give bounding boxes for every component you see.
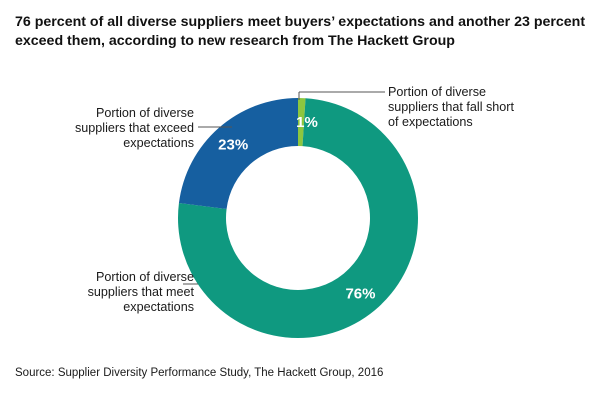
value-label-fall_short: 1% (296, 114, 318, 131)
slice-meet (178, 98, 419, 339)
value-label-exceed: 23% (218, 136, 248, 153)
callout-exceed-line: expectations (123, 136, 194, 150)
callout-meet-line: suppliers that meet (87, 285, 194, 299)
callout-meet-line: expectations (123, 300, 194, 314)
callout-leader-lines (183, 91, 385, 285)
source-note: Source: Supplier Diversity Performance S… (15, 367, 384, 379)
callout-meet: Portion of diverse suppliers that meet e… (46, 270, 194, 315)
value-label-meet: 76% (345, 286, 375, 303)
callout-meet-line: Portion of diverse (95, 270, 194, 284)
slice-fall_short (298, 98, 306, 147)
chart-title: 76 percent of all diverse suppliers meet… (15, 13, 590, 51)
callout-exceed-line: Portion of diverse (95, 106, 194, 120)
chart-title-line-1: 76 percent of all diverse suppliers meet… (15, 14, 586, 30)
slice-value-labels: 1% 76% 23% (218, 114, 375, 302)
donut-slices (178, 98, 419, 339)
slice-exceed (178, 98, 298, 209)
callout-fall-short-line: of expectations (388, 115, 473, 129)
callout-exceed: Portion of diverse suppliers that exceed… (46, 106, 194, 151)
callout-exceed-line: suppliers that exceed (74, 121, 194, 135)
callout-fall-short: Portion of diverse suppliers that fall s… (388, 85, 514, 130)
callout-fall-short-line: suppliers that fall short (388, 100, 514, 114)
callout-fall-short-line: Portion of diverse (388, 85, 487, 99)
chart-title-line-2: exceed them, according to new research f… (15, 33, 455, 49)
